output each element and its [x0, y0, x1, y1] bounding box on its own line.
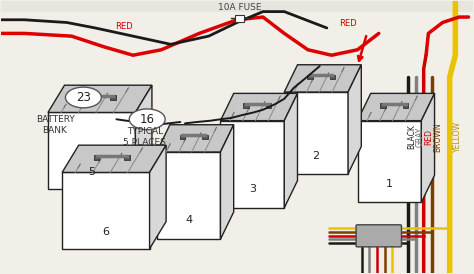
Bar [243, 103, 249, 108]
Polygon shape [48, 85, 152, 112]
Text: 5: 5 [88, 167, 95, 177]
Polygon shape [421, 93, 435, 202]
Polygon shape [156, 125, 234, 152]
Bar [220, 121, 284, 208]
Polygon shape [357, 93, 435, 121]
Bar [235, 15, 244, 22]
Text: BROWN: BROWN [433, 122, 442, 152]
Circle shape [65, 87, 101, 108]
Bar [284, 92, 348, 174]
Text: BLACK: BLACK [407, 125, 416, 149]
Polygon shape [220, 125, 234, 239]
Polygon shape [348, 65, 361, 174]
Bar [110, 95, 116, 100]
Bar [124, 155, 130, 160]
Polygon shape [220, 93, 298, 121]
Bar [357, 121, 421, 202]
Bar [80, 95, 85, 100]
Text: 2: 2 [312, 151, 320, 161]
Text: RED: RED [339, 19, 357, 28]
Bar [62, 172, 150, 249]
Text: 4: 4 [185, 215, 192, 225]
Bar [94, 155, 100, 160]
Text: YELLOW: YELLOW [453, 121, 462, 153]
Text: 16: 16 [140, 113, 155, 126]
Polygon shape [150, 145, 166, 249]
Text: 1: 1 [386, 179, 393, 189]
Text: TYPICAL
5 PLACES: TYPICAL 5 PLACES [123, 127, 166, 147]
Polygon shape [136, 85, 152, 189]
Text: 10A FUSE: 10A FUSE [218, 3, 261, 12]
Text: 23: 23 [76, 91, 91, 104]
Bar [180, 135, 185, 139]
Text: RED: RED [424, 129, 433, 145]
FancyBboxPatch shape [356, 225, 401, 247]
Text: BATTERY
BANK: BATTERY BANK [36, 115, 74, 135]
Bar [156, 152, 220, 239]
Polygon shape [284, 65, 361, 92]
Text: 3: 3 [249, 184, 256, 194]
Bar [202, 135, 208, 139]
Bar [307, 75, 313, 79]
Bar [266, 103, 272, 108]
Bar [329, 75, 335, 79]
Circle shape [129, 109, 165, 130]
Bar [403, 103, 409, 108]
Text: 6: 6 [102, 227, 109, 237]
Text: RED: RED [115, 22, 132, 31]
Bar [0, 1, 474, 12]
Bar [48, 112, 136, 189]
Text: GRAY: GRAY [416, 127, 425, 147]
Polygon shape [284, 93, 298, 208]
Bar [381, 103, 386, 108]
Polygon shape [62, 145, 166, 172]
